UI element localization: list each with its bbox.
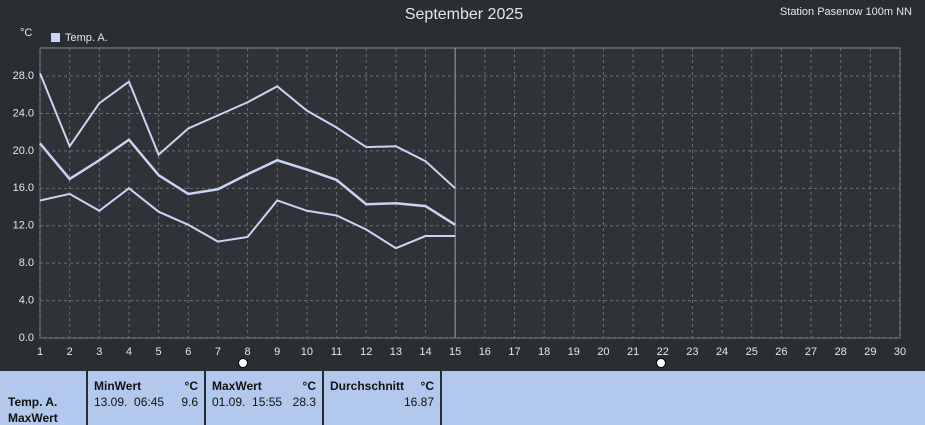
x-tick-label: 8	[245, 346, 251, 358]
summary-table: Temp. A. MaxWert MinWert °C 13.09. 06:45 9.…	[0, 371, 925, 425]
x-tick-label: 12	[360, 346, 372, 358]
x-tick-label: 6	[185, 346, 191, 358]
y-tick-label: 28.0	[13, 70, 34, 82]
x-tick-label: 25	[746, 346, 758, 358]
row-label: Temp. A.	[8, 395, 58, 409]
legend-swatch	[51, 33, 60, 42]
station: Station Pasenow 100m NN	[780, 6, 912, 18]
moon-icon	[238, 358, 248, 368]
column-header: Durchschnitt	[330, 379, 405, 393]
summary-cell: MaxWert °C 01.09. 15:55 28.3	[206, 371, 324, 425]
x-tick-label: 2	[67, 346, 73, 358]
x-tick-label: 26	[775, 346, 787, 358]
summary-cell: Durchschnitt °C 16.87	[324, 371, 442, 425]
x-tick-label: 7	[215, 346, 221, 358]
column-header: MaxWert	[212, 379, 262, 393]
x-tick-label: 29	[864, 346, 876, 358]
summary-cell: MinWert °C 13.09. 06:45 9.6	[88, 371, 206, 425]
row-label: MaxWert	[8, 411, 58, 425]
x-tick-label: 24	[716, 346, 728, 358]
y-tick-label: 12.0	[13, 220, 34, 232]
y-tick-label: 24.0	[13, 107, 34, 119]
value: 9.6	[181, 395, 198, 409]
row-label-cell: Temp. A. MaxWert	[0, 371, 88, 425]
y-tick-label: 0.0	[19, 332, 34, 344]
x-tick-label: 3	[96, 346, 102, 358]
value: 28.3	[292, 395, 316, 409]
x-tick-label: 28	[835, 346, 847, 358]
temp-line	[39, 137, 456, 226]
x-tick-label: 16	[479, 346, 491, 358]
x-tick-label: 10	[301, 346, 313, 358]
chart-title: September 2025	[405, 6, 523, 23]
moon-icon	[656, 358, 666, 368]
x-tick-label: 13	[390, 346, 402, 358]
y-tick-label: 20.0	[13, 145, 34, 157]
x-tick-label: 1	[37, 346, 43, 358]
x-tick-label: 21	[627, 346, 639, 358]
x-tick-label: 30	[894, 346, 906, 358]
x-tick-label: 15	[449, 346, 461, 358]
x-tick-label: 17	[508, 346, 520, 358]
y-tick-label: 8.0	[19, 257, 34, 269]
plot-area	[39, 47, 901, 339]
x-tick-label: 20	[597, 346, 609, 358]
time: 13.09. 06:45	[94, 395, 165, 409]
temp-line	[39, 72, 456, 190]
time: 01.09. 15:55	[212, 395, 283, 409]
y-unit: °C	[20, 27, 32, 39]
column-header: MinWert	[94, 379, 142, 393]
column-unit: °C	[184, 379, 198, 393]
x-tick-label: 9	[274, 346, 280, 358]
x-tick-label: 11	[331, 346, 342, 358]
y-tick-label: 16.0	[13, 182, 34, 194]
x-tick-label: 22	[657, 346, 669, 358]
x-tick-label: 19	[568, 346, 580, 358]
x-tick-label: 27	[805, 346, 817, 358]
x-tick-label: 14	[419, 346, 431, 358]
x-tick-label: 4	[126, 346, 132, 358]
x-tick-label: 23	[686, 346, 698, 358]
x-tick-label: 18	[538, 346, 550, 358]
column-unit: °C	[420, 379, 434, 393]
column-unit: °C	[302, 379, 316, 393]
value: 16.87	[403, 395, 434, 409]
legend-label: Temp. A.	[65, 32, 108, 44]
temp-line	[39, 187, 456, 250]
chart: September 2025 Station Pasenow 100m NN °…	[13, 6, 912, 368]
x-tick-label: 5	[156, 346, 162, 358]
y-tick-label: 4.0	[19, 294, 34, 306]
